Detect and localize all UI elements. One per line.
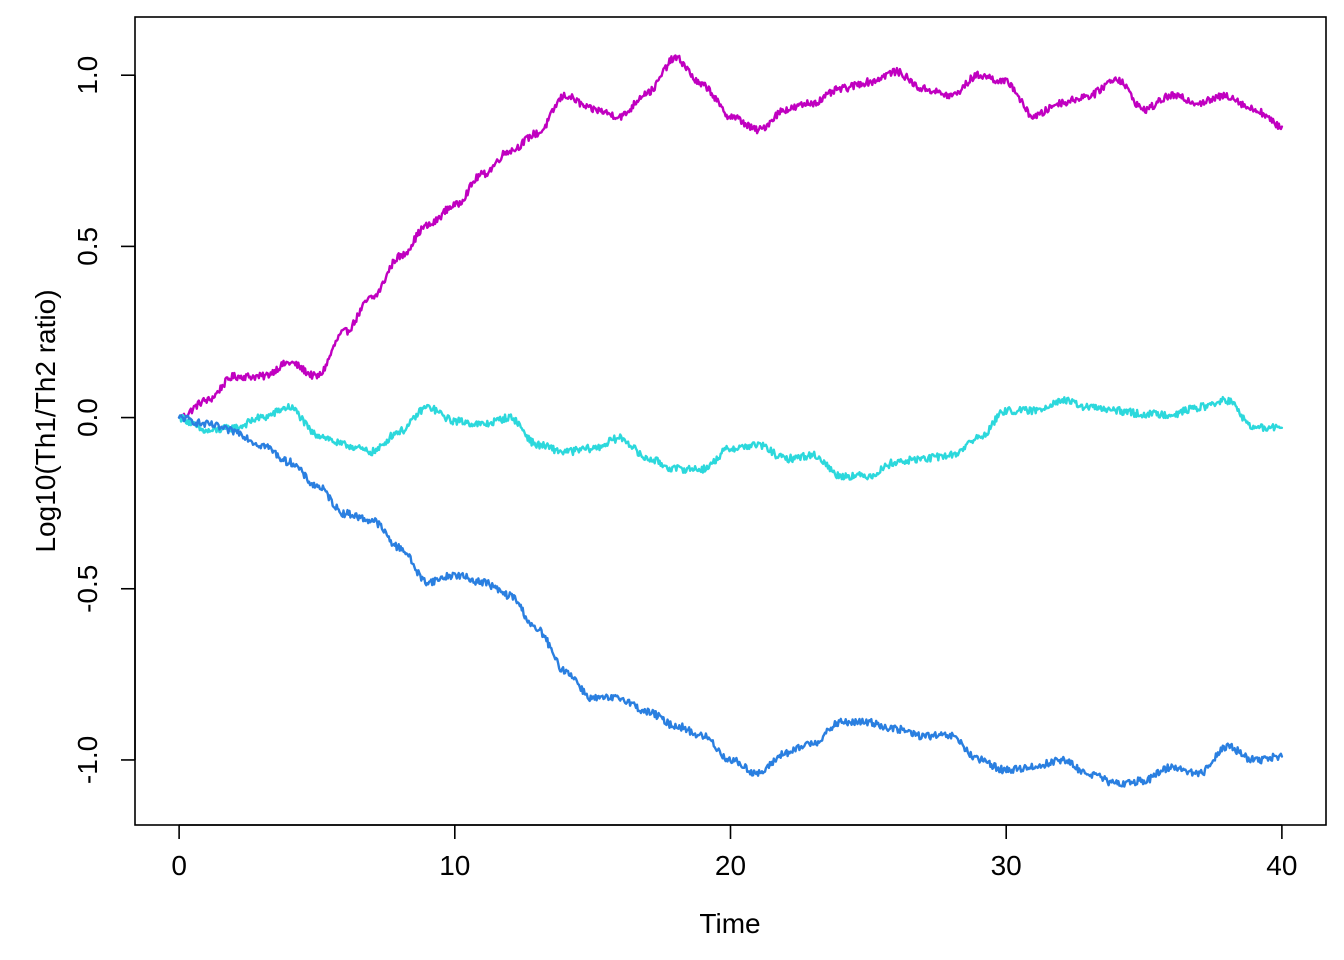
series-line-2 — [177, 395, 1284, 481]
x-tick-label: 20 — [715, 850, 746, 881]
y-tick-label: -0.5 — [72, 565, 103, 613]
y-tick-label: -1.0 — [72, 736, 103, 784]
x-axis: 0 10 20 30 40 — [171, 824, 1297, 881]
series-line-1 — [177, 54, 1284, 421]
y-tick-label: 0.5 — [72, 227, 103, 266]
x-tick-label: 40 — [1266, 850, 1297, 881]
x-tick-label: 10 — [439, 850, 470, 881]
plot-frame — [134, 16, 1327, 826]
y-axis-title: Log10(Th1/Th2 ratio) — [30, 289, 61, 552]
series-layer — [177, 54, 1284, 788]
x-axis-title: Time — [699, 908, 760, 939]
x-tick-label: 0 — [171, 850, 187, 881]
y-tick-label: 1.0 — [72, 56, 103, 95]
y-axis: -1.0 -0.5 0.0 0.5 1.0 — [72, 56, 136, 784]
y-tick-label: 0.0 — [72, 398, 103, 437]
x-tick-label: 30 — [991, 850, 1022, 881]
series-line-3 — [177, 414, 1284, 788]
